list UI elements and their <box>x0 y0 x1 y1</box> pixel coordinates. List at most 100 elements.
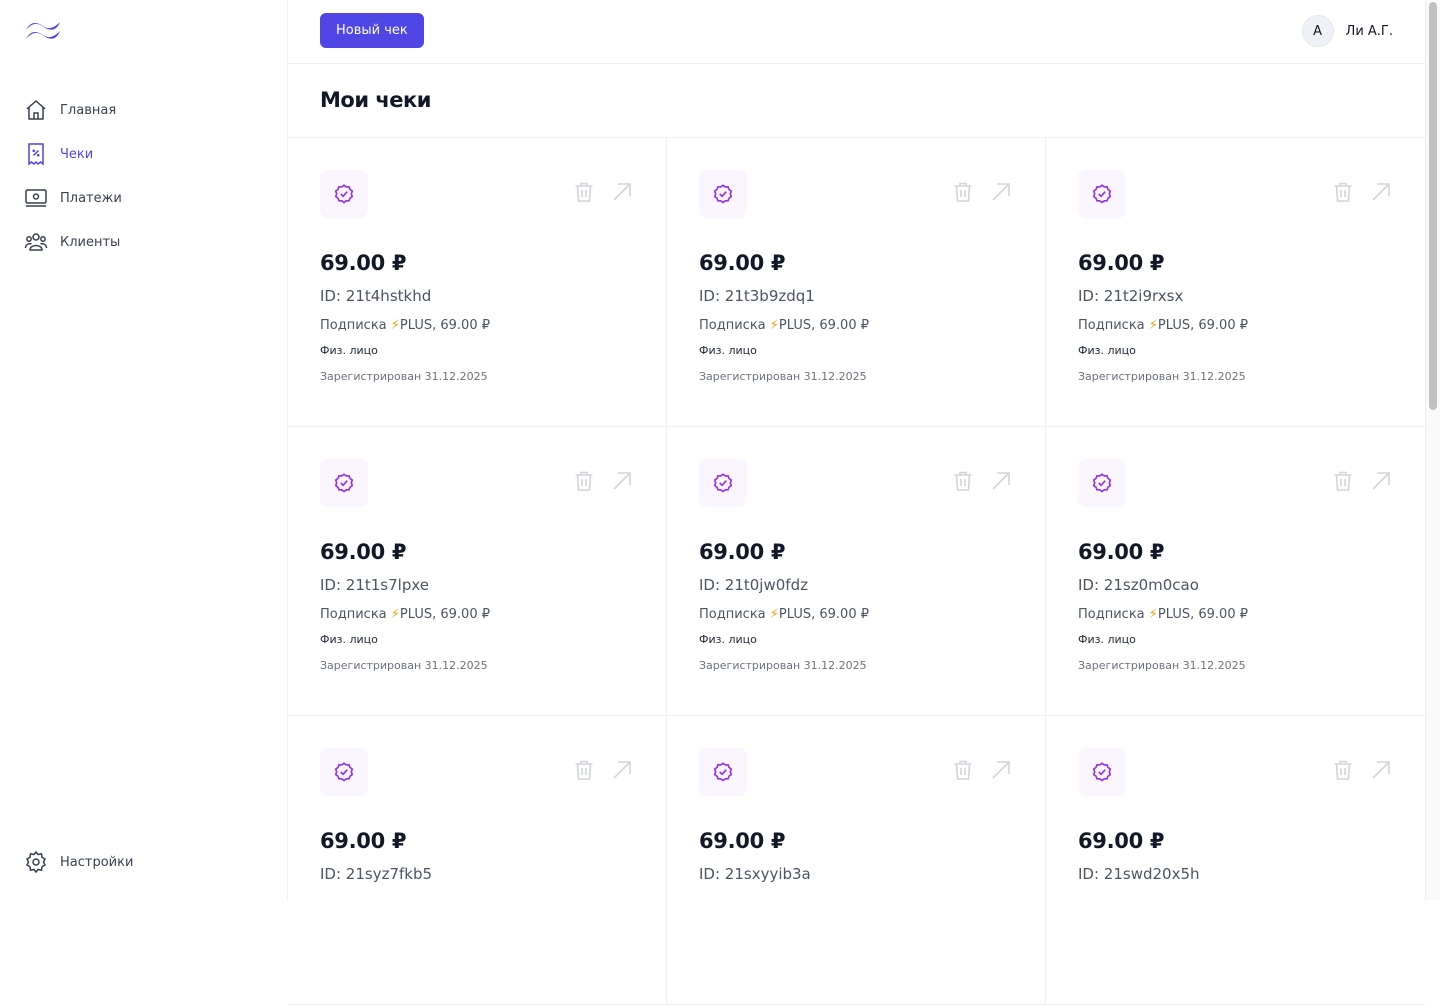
description-prefix: Подписка <box>320 607 391 622</box>
gear-icon <box>26 850 46 874</box>
arrow-up-right-icon[interactable] <box>989 469 1013 493</box>
description-suffix: PLUS, 69.00 ₽ <box>399 318 490 333</box>
sidebar-item-label: Чеки <box>60 146 94 162</box>
trash-icon[interactable] <box>1331 469 1355 493</box>
description-suffix: PLUS, 69.00 ₽ <box>1157 607 1248 622</box>
trash-icon[interactable] <box>1331 758 1355 782</box>
client-type: Физ. лицо <box>699 633 757 646</box>
sidebar-item-settings[interactable]: Настройки <box>24 840 133 884</box>
bolt-icon: ⚡ <box>390 318 400 333</box>
receipt-description: Подписка ⚡PLUS, 69.00 ₽ <box>320 607 634 622</box>
receipt-card[interactable]: 69.00 ₽ ID: 21t4hstkhd Подписка ⚡PLUS, 69… <box>288 138 667 427</box>
verified-badge-icon <box>1092 184 1112 204</box>
receipt-id: ID: 21sz0m0cao <box>1078 576 1199 594</box>
arrow-up-right-icon[interactable] <box>610 758 634 782</box>
registration-date: Зарегистрирован 31.12.2025 <box>699 659 867 672</box>
receipt-id: ID: 21t3b9zdq1 <box>699 287 815 305</box>
new-receipt-button[interactable]: Новый чек <box>320 13 424 48</box>
logo[interactable] <box>24 18 62 48</box>
sidebar-item-label: Клиенты <box>60 234 121 250</box>
user-menu[interactable]: А Ли А.Г. <box>1301 15 1393 47</box>
receipt-card[interactable]: 69.00 ₽ ID: 21swd20x5h <box>1046 716 1425 1005</box>
arrow-up-right-icon[interactable] <box>989 758 1013 782</box>
receipt-amount: 69.00 ₽ <box>320 251 407 275</box>
description-suffix: PLUS, 69.00 ₽ <box>778 607 869 622</box>
receipt-card[interactable]: 69.00 ₽ ID: 21t3b9zdq1 Подписка ⚡PLUS, 69… <box>667 138 1046 427</box>
arrow-up-right-icon[interactable] <box>610 180 634 204</box>
arrow-up-right-icon[interactable] <box>989 180 1013 204</box>
logo-icon <box>26 22 60 39</box>
receipt-card[interactable]: 69.00 ₽ ID: 21syz7fkb5 <box>288 716 667 1005</box>
page-title: Мои чеки <box>320 88 431 112</box>
registration-date: Зарегистрирован 31.12.2025 <box>1078 370 1246 383</box>
arrow-up-right-icon[interactable] <box>1369 180 1393 204</box>
verified-badge-icon <box>1092 762 1112 782</box>
trash-icon[interactable] <box>572 180 596 204</box>
client-type: Физ. лицо <box>320 344 378 357</box>
description-prefix: Подписка <box>699 318 770 333</box>
verified-badge-icon <box>1092 473 1112 493</box>
page-header: Мои чеки <box>288 64 1425 138</box>
sidebar-item-home[interactable]: Главная <box>24 88 122 132</box>
registration-date: Зарегистрирован 31.12.2025 <box>320 370 488 383</box>
receipt-amount: 69.00 ₽ <box>699 829 786 853</box>
registration-date: Зарегистрирован 31.12.2025 <box>1078 659 1246 672</box>
verified-badge-icon <box>334 184 354 204</box>
sidebar-item-receipts[interactable]: Чеки <box>24 132 122 176</box>
scrollbar-thumb[interactable] <box>1429 2 1437 410</box>
receipt-amount: 69.00 ₽ <box>320 540 407 564</box>
bolt-icon: ⚡ <box>1148 607 1158 622</box>
status-badge <box>1078 459 1126 507</box>
receipt-description: Подписка ⚡PLUS, 69.00 ₽ <box>699 607 1013 622</box>
trash-icon[interactable] <box>572 469 596 493</box>
status-badge <box>1078 170 1126 218</box>
receipt-card[interactable]: 69.00 ₽ ID: 21t2i9rxsx Подписка ⚡PLUS, 69… <box>1046 138 1425 427</box>
verified-badge-icon <box>713 473 733 493</box>
sidebar-item-label: Платежи <box>60 190 122 206</box>
bolt-icon: ⚡ <box>769 607 779 622</box>
sidebar-item-payments[interactable]: Платежи <box>24 176 122 220</box>
arrow-up-right-icon[interactable] <box>610 469 634 493</box>
status-badge <box>699 459 747 507</box>
verified-badge-icon <box>713 762 733 782</box>
description-prefix: Подписка <box>320 318 391 333</box>
receipt-card[interactable]: 69.00 ₽ ID: 21t0jw0fdz Подписка ⚡PLUS, 69… <box>667 427 1046 716</box>
receipt-id: ID: 21t2i9rxsx <box>1078 287 1184 305</box>
registration-date: Зарегистрирован 31.12.2025 <box>320 659 488 672</box>
client-type: Физ. лицо <box>1078 344 1136 357</box>
receipt-amount: 69.00 ₽ <box>320 829 407 853</box>
description-prefix: Подписка <box>1078 318 1149 333</box>
client-type: Физ. лицо <box>1078 633 1136 646</box>
registration-date: Зарегистрирован 31.12.2025 <box>699 370 867 383</box>
receipt-card[interactable]: 69.00 ₽ ID: 21sz0m0cao Подписка ⚡PLUS, 69… <box>1046 427 1425 716</box>
scrollbar[interactable] <box>1425 0 1440 900</box>
trash-icon[interactable] <box>951 758 975 782</box>
trash-icon[interactable] <box>951 180 975 204</box>
receipt-id: ID: 21sxyyib3a <box>699 865 811 883</box>
arrow-up-right-icon[interactable] <box>1369 469 1393 493</box>
status-badge <box>699 170 747 218</box>
receipt-icon <box>28 143 44 166</box>
receipt-card[interactable]: 69.00 ₽ ID: 21sxyyib3a <box>667 716 1046 1005</box>
receipt-card[interactable]: 69.00 ₽ ID: 21t1s7lpxe Подписка ⚡PLUS, 69… <box>288 427 667 716</box>
client-type: Физ. лицо <box>320 633 378 646</box>
users-icon <box>24 233 48 251</box>
settings-label: Настройки <box>60 854 134 870</box>
receipt-description: Подписка ⚡PLUS, 69.00 ₽ <box>699 318 1013 333</box>
trash-icon[interactable] <box>1331 180 1355 204</box>
receipt-id: ID: 21swd20x5h <box>1078 865 1200 883</box>
receipt-description: Подписка ⚡PLUS, 69.00 ₽ <box>1078 607 1393 622</box>
trash-icon[interactable] <box>951 469 975 493</box>
trash-icon[interactable] <box>572 758 596 782</box>
arrow-up-right-icon[interactable] <box>1369 758 1393 782</box>
description-suffix: PLUS, 69.00 ₽ <box>778 318 869 333</box>
bolt-icon: ⚡ <box>390 607 400 622</box>
verified-badge-icon <box>334 762 354 782</box>
sidebar-item-clients[interactable]: Клиенты <box>24 220 122 264</box>
sidebar-nav: Главная Чеки Платежи Клиенты <box>24 88 122 264</box>
bolt-icon: ⚡ <box>769 318 779 333</box>
status-badge <box>1078 748 1126 796</box>
description-suffix: PLUS, 69.00 ₽ <box>399 607 490 622</box>
sidebar: Главная Чеки Платежи Клиенты Настройки <box>0 0 288 900</box>
receipt-amount: 69.00 ₽ <box>1078 251 1165 275</box>
